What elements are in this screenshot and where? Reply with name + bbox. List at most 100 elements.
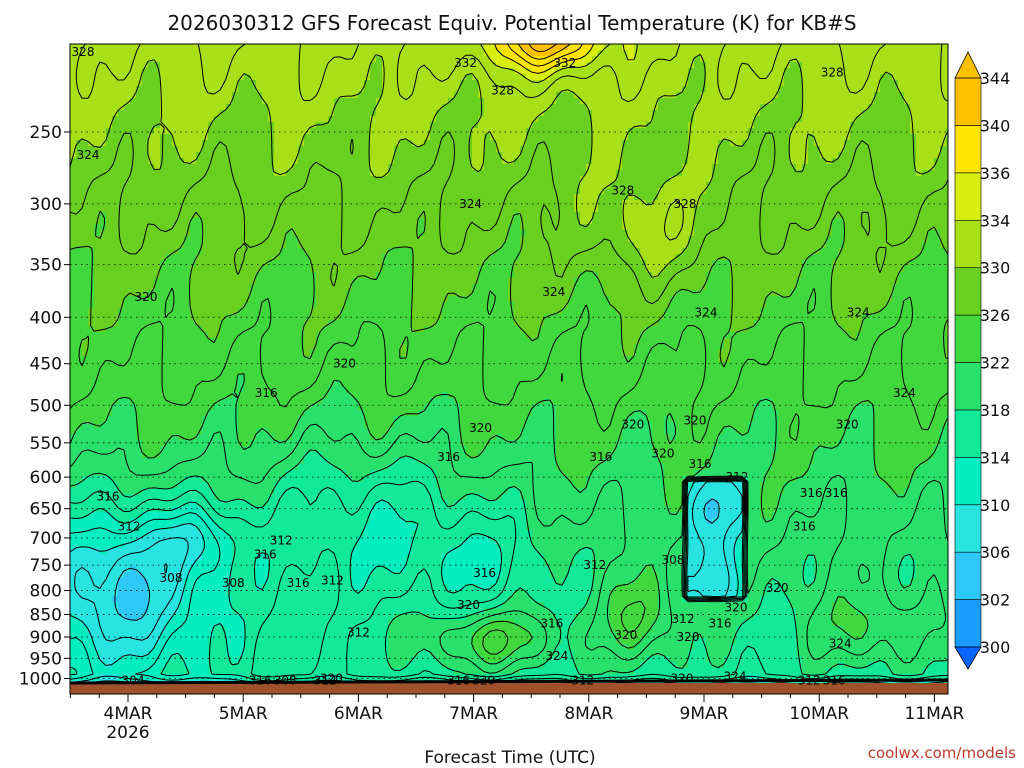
- field-cell: [106, 122, 113, 129]
- field-cell: [814, 116, 821, 123]
- field-cell: [742, 164, 749, 171]
- field-cell: [820, 152, 827, 159]
- field-cell: [526, 188, 533, 195]
- field-cell: [490, 152, 497, 159]
- field-cell: [814, 68, 821, 75]
- field-cell: [832, 56, 839, 63]
- field-cell: [580, 80, 587, 87]
- field-cell: [208, 80, 215, 87]
- field-cell: [586, 56, 593, 63]
- field-cell: [208, 188, 215, 195]
- field-cell: [694, 56, 701, 63]
- field-cell: [364, 206, 371, 213]
- field-cell: [448, 110, 455, 117]
- field-cell: [70, 182, 77, 189]
- field-cell: [874, 164, 881, 171]
- field-cell: [772, 62, 779, 69]
- field-cell: [850, 122, 857, 129]
- field-cell: [418, 206, 425, 213]
- field-cell: [82, 230, 89, 237]
- field-cell: [940, 50, 947, 57]
- field-cell: [856, 50, 863, 57]
- field-cell: [388, 56, 395, 63]
- field-cell: [748, 206, 755, 213]
- field-cell: [226, 110, 233, 117]
- field-cell: [916, 68, 923, 75]
- field-cell: [682, 230, 689, 237]
- field-cell: [658, 134, 665, 141]
- field-cell: [148, 176, 155, 183]
- field-cell: [286, 182, 293, 189]
- field-cell: [100, 152, 107, 159]
- field-cell: [862, 170, 869, 177]
- field-cell: [124, 98, 131, 105]
- field-cell: [406, 92, 413, 99]
- field-cell: [718, 104, 725, 111]
- field-cell: [100, 116, 107, 123]
- field-cell: [244, 122, 251, 129]
- field-cell: [178, 128, 185, 135]
- field-cell: [406, 164, 413, 171]
- field-cell: [808, 218, 815, 225]
- field-cell: [124, 194, 131, 201]
- field-cell: [712, 44, 719, 51]
- field-cell: [742, 50, 749, 57]
- field-cell: [88, 116, 95, 123]
- field-cell: [352, 56, 359, 63]
- field-cell: [220, 176, 227, 183]
- field-cell: [322, 80, 329, 87]
- field-cell: [376, 200, 383, 207]
- field-cell: [844, 146, 851, 153]
- field-cell: [346, 104, 353, 111]
- field-cell: [430, 170, 437, 177]
- field-cell: [748, 170, 755, 177]
- field-cell: [220, 224, 227, 231]
- field-cell: [580, 236, 587, 243]
- field-cell: [904, 116, 911, 123]
- field-cell: [412, 242, 419, 249]
- field-cell: [346, 194, 353, 201]
- field-cell: [316, 50, 323, 57]
- field-cell: [922, 212, 929, 219]
- field-cell: [898, 56, 905, 63]
- field-cell: [472, 230, 479, 237]
- field-cell: [820, 44, 827, 51]
- field-cell: [622, 98, 629, 105]
- field-cell: [352, 236, 359, 243]
- field-cell: [358, 224, 365, 231]
- field-cell: [274, 62, 281, 69]
- field-cell: [922, 68, 929, 75]
- field-cell: [82, 242, 89, 249]
- field-cell: [682, 212, 689, 219]
- field-cell: [640, 170, 647, 177]
- field-cell: [328, 224, 335, 231]
- field-cell: [922, 134, 929, 141]
- field-cell: [556, 80, 563, 87]
- field-cell: [946, 116, 948, 123]
- field-cell: [760, 200, 767, 207]
- field-cell: [268, 104, 275, 111]
- field-cell: [832, 86, 839, 93]
- field-cell: [184, 74, 191, 81]
- field-cell: [904, 98, 911, 105]
- field-cell: [478, 176, 485, 183]
- field-cell: [106, 182, 113, 189]
- field-cell: [934, 182, 941, 189]
- field-cell: [424, 242, 431, 249]
- field-cell: [196, 236, 203, 243]
- field-cell: [592, 182, 599, 189]
- field-cell: [334, 230, 341, 237]
- field-cell: [538, 116, 545, 123]
- field-cell: [460, 146, 467, 153]
- field-cell: [538, 122, 545, 129]
- field-cell: [874, 92, 881, 99]
- field-cell: [76, 164, 83, 171]
- field-cell: [514, 62, 521, 69]
- field-cell: [718, 86, 725, 93]
- field-cell: [724, 218, 731, 225]
- field-cell: [874, 140, 881, 147]
- field-cell: [520, 92, 527, 99]
- field-cell: [274, 158, 281, 165]
- field-cell: [466, 176, 473, 183]
- field-cell: [862, 68, 869, 75]
